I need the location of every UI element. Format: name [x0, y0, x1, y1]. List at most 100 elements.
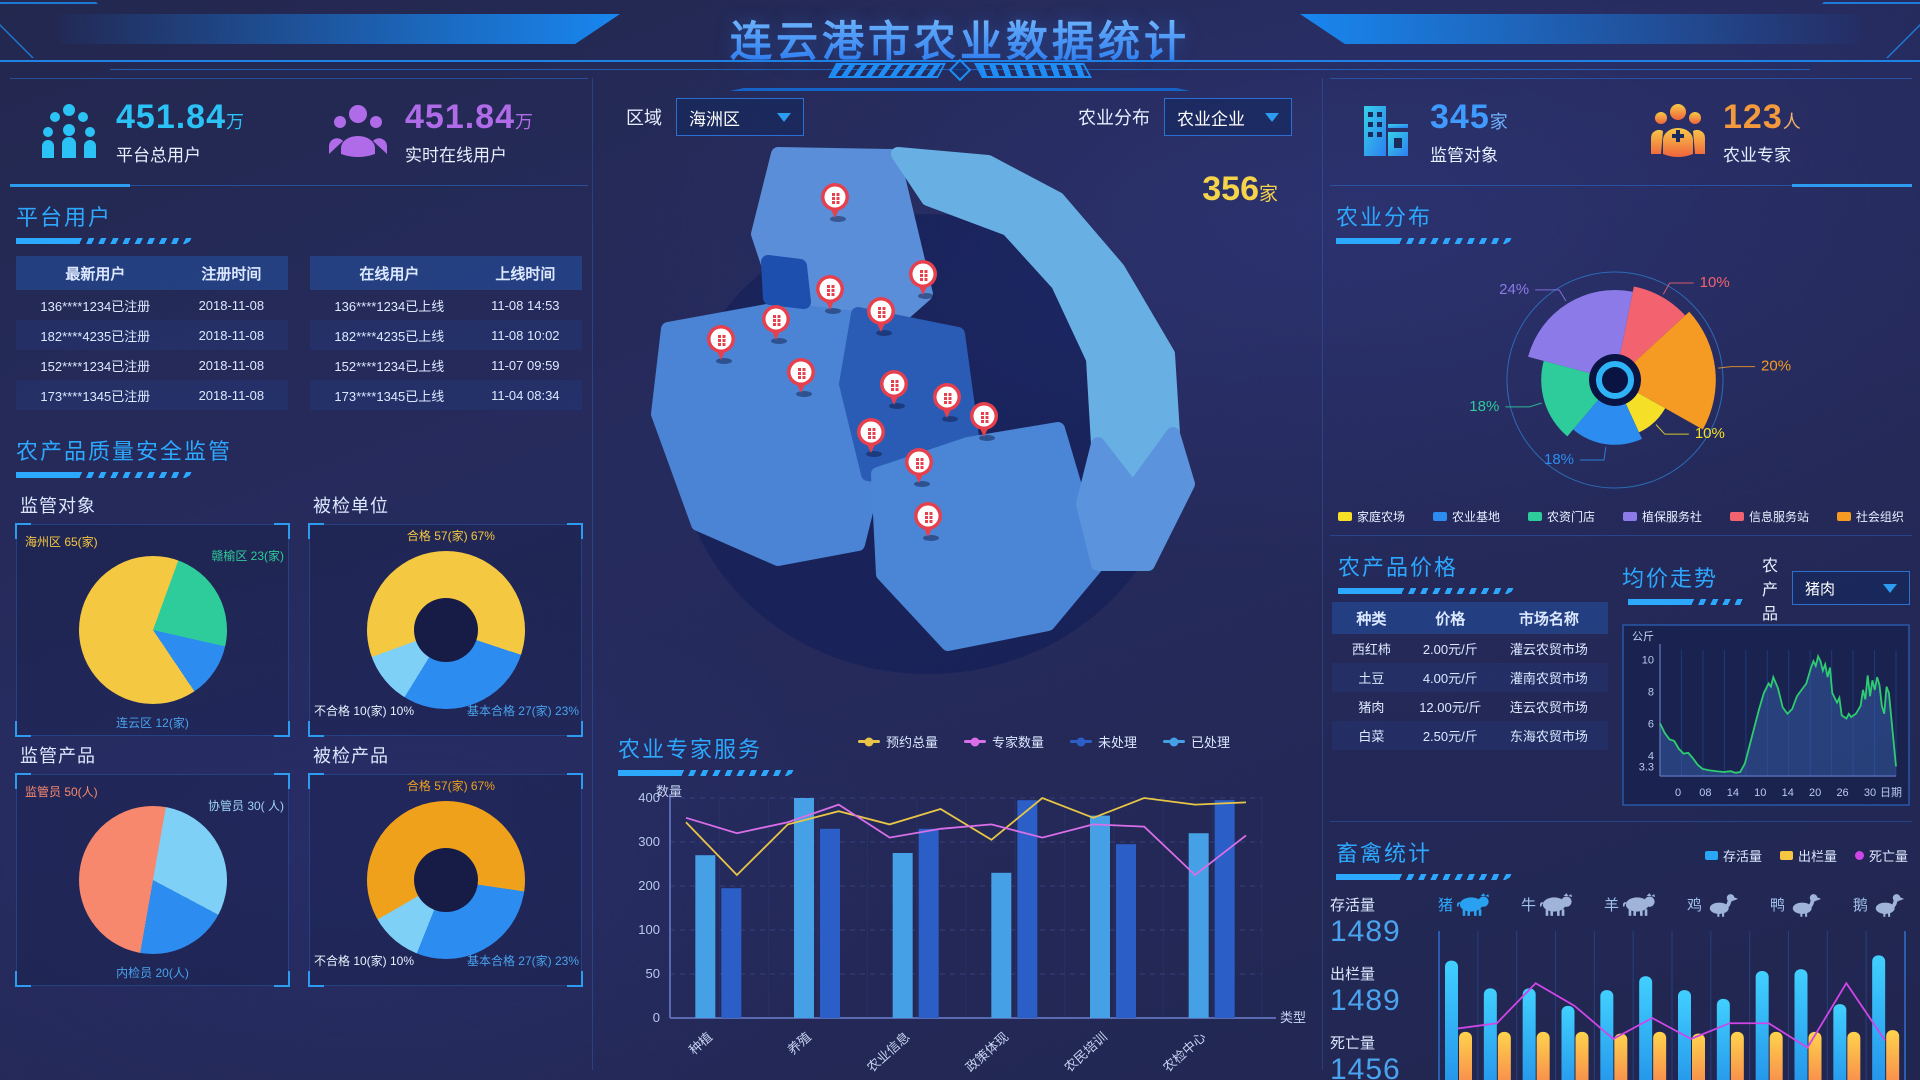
animal-label: 猪	[1438, 897, 1454, 914]
corner-bracket	[308, 773, 324, 789]
stat-label: 死亡量	[1330, 1035, 1376, 1052]
legend-item-植保服务社[interactable]: 植保服务社	[1622, 508, 1702, 525]
legend-item-预约总量[interactable]: 预约总量	[858, 732, 938, 751]
pie-chart	[78, 556, 227, 704]
svg-text:政策体现: 政策体现	[963, 1029, 1012, 1075]
slice-label: 合格 57(家) 67%	[406, 529, 495, 543]
map-pin[interactable]	[933, 383, 961, 422]
legend-label: 死亡量	[1868, 848, 1908, 864]
table-cell: 4.00元/斤	[1422, 671, 1478, 686]
svg-text:公斤: 公斤	[1632, 630, 1654, 643]
legend-label: 家庭农场	[1357, 510, 1406, 524]
chicken-icon	[1709, 894, 1739, 917]
pig-tab[interactable]: 猪	[1438, 892, 1491, 917]
region-select[interactable]: 海洲区	[676, 98, 804, 136]
legend-swatch	[1729, 512, 1744, 521]
expert-service-section: 农业专家服务 预约总量 专家数量 未处理 已处理 0 50 100 200 300 400 数量类…	[612, 718, 1312, 1080]
goose-tab[interactable]: 鹅	[1853, 892, 1906, 917]
stat-unit: 家	[1489, 112, 1508, 132]
product-select[interactable]: 猪肉	[1792, 571, 1910, 605]
map-pin[interactable]	[787, 358, 815, 397]
stat-total-users: 451.84万 平台总用户	[10, 98, 299, 166]
left-center-divider	[592, 78, 593, 1070]
legend-item-死亡量[interactable]: 死亡量	[1854, 846, 1908, 865]
stat-value: 1489	[1330, 984, 1401, 1017]
legend-item-农业基地[interactable]: 农业基地	[1432, 508, 1500, 525]
table-row: 猪肉 12.00元/斤 连云农贸市场	[1332, 692, 1608, 721]
legend-label: 存活量	[1722, 848, 1762, 864]
legend-label: 社会组织	[1855, 510, 1904, 524]
stat-value: 451.84	[405, 98, 515, 136]
legend-item-存活量[interactable]: 存活量	[1704, 846, 1762, 865]
legend-item-已处理[interactable]: 已处理	[1163, 732, 1230, 751]
left-stats-row: 451.84万 平台总用户 451.84万 实时在线用户	[10, 78, 588, 187]
stat-unit: 人	[1782, 112, 1801, 132]
legend-label: 未处理	[1098, 735, 1138, 750]
map-pin[interactable]	[880, 370, 908, 409]
table-row: 152****1234已上线 11-07 09:59	[310, 350, 582, 380]
table-cell: 11-07 09:59	[491, 357, 560, 373]
chicken-tab[interactable]: 鸡	[1687, 892, 1740, 917]
legend-item-家庭农场[interactable]: 家庭农场	[1338, 508, 1405, 525]
right-stats-row: 345家 监管对象 1	[1330, 78, 1912, 187]
map-pin[interactable]	[909, 260, 937, 299]
svg-text:08: 08	[1699, 787, 1711, 799]
table-row: 182****4235已上线 11-08 10:02	[310, 320, 582, 350]
legend-swatch	[1432, 512, 1447, 521]
corner-bracket	[274, 773, 290, 789]
legend-label: 已处理	[1191, 735, 1231, 750]
section-underline	[1628, 599, 1748, 605]
table-row: 136****1234已上线 11-08 14:53	[310, 290, 582, 320]
legend-marker	[1163, 740, 1186, 743]
map-pin[interactable]	[867, 297, 895, 336]
svg-text:24%: 24%	[1499, 281, 1529, 298]
svg-text:10%: 10%	[1695, 425, 1725, 442]
sheep-tab[interactable]: 羊	[1604, 892, 1657, 917]
svg-text:10%: 10%	[1700, 274, 1730, 291]
distribution-select[interactable]: 农业企业	[1164, 98, 1292, 136]
stat-agri-experts: 123人 农业专家	[1621, 98, 1912, 166]
stat-label: 平台总用户	[116, 146, 201, 165]
svg-text:14: 14	[1782, 787, 1794, 799]
svg-text:50: 50	[646, 966, 660, 981]
animal-label: 鹅	[1852, 897, 1868, 914]
region-filter: 区域 海洲区	[626, 98, 804, 136]
svg-text:26: 26	[1836, 787, 1848, 799]
table-cell: 11-08 10:02	[491, 327, 560, 343]
legend-item-农资门店[interactable]: 农资门店	[1527, 508, 1595, 525]
slice-label: 基本合格 27(家) 23%	[466, 954, 579, 968]
expert-service-chart: 0 50 100 200 300 400 数量 类型 种植 养殖 农业信息 政策体现 农民培训 农检中心	[612, 784, 1312, 1080]
distribution-select-value: 农业企业	[1177, 109, 1245, 129]
map-pin[interactable]	[970, 402, 998, 441]
slice-label: 不合格 10(家) 10%	[314, 954, 415, 968]
duck-tab[interactable]: 鸭	[1770, 892, 1823, 917]
table-row: 152****1234已注册 2018-11-08	[16, 350, 288, 380]
map-pin[interactable]	[905, 448, 933, 487]
chart-card-inspected-units: 合格 57(家) 67% 基本合格 27(家) 23% 不合格 10(家) 10%	[308, 523, 583, 737]
legend-item-信息服务站[interactable]: 信息服务站	[1729, 508, 1809, 525]
table-row: 173****1345已注册 2018-11-08	[16, 380, 288, 410]
map-pin[interactable]	[707, 325, 735, 364]
product-filter: 农产品 猪肉	[1762, 552, 1910, 624]
slice-label: 基本合格 27(家) 23%	[466, 704, 579, 718]
cow-tab[interactable]: 牛	[1521, 892, 1574, 917]
agri-distribution-legend: 家庭农场 农业基地 农资门店 植保服务社 信息服务站 社会组织	[1330, 504, 1912, 535]
legend-item-专家数量[interactable]: 专家数量	[964, 732, 1044, 751]
legend-label: 出栏量	[1797, 848, 1837, 864]
table-cell: 连云农贸市场	[1509, 700, 1588, 715]
map-pin[interactable]	[821, 183, 849, 222]
map-pin[interactable]	[914, 502, 942, 541]
legend-item-社会组织[interactable]: 社会组织	[1836, 508, 1904, 525]
table-cell: 173****1345已上线	[334, 388, 445, 404]
corner-bracket	[15, 721, 31, 737]
legend-item-出栏量[interactable]: 出栏量	[1779, 846, 1837, 865]
legend-item-未处理[interactable]: 未处理	[1070, 732, 1137, 751]
corner-bracket	[274, 523, 290, 539]
map-pin[interactable]	[762, 305, 790, 344]
svg-text:日期: 日期	[1880, 786, 1902, 799]
map-pin[interactable]	[857, 418, 885, 457]
map-pin[interactable]	[816, 275, 844, 314]
slice-label: 不合格 10(家) 10%	[314, 704, 415, 718]
table-cell: 土豆	[1358, 671, 1385, 686]
